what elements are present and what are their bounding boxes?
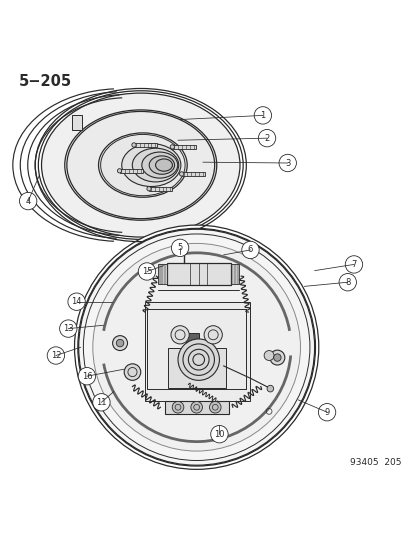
Text: 12: 12 — [50, 351, 61, 360]
Ellipse shape — [98, 133, 187, 197]
Text: 2: 2 — [264, 134, 269, 143]
Circle shape — [112, 336, 127, 351]
Bar — [119, 169, 142, 173]
Circle shape — [78, 368, 95, 385]
Circle shape — [209, 401, 221, 413]
Bar — [230, 264, 239, 284]
Bar — [164, 401, 228, 414]
Ellipse shape — [132, 148, 178, 182]
Circle shape — [171, 239, 188, 256]
Ellipse shape — [149, 156, 174, 174]
Text: 13: 13 — [63, 324, 74, 333]
Text: 5−205: 5−205 — [19, 74, 71, 89]
Circle shape — [124, 364, 140, 381]
Bar — [149, 187, 172, 191]
Bar — [134, 143, 157, 147]
Circle shape — [74, 225, 318, 470]
Circle shape — [318, 403, 335, 421]
Text: 11: 11 — [96, 398, 107, 407]
Circle shape — [269, 350, 284, 365]
Text: 9: 9 — [324, 408, 329, 417]
Text: 6: 6 — [247, 245, 252, 254]
Circle shape — [241, 241, 259, 259]
Text: 93405  205: 93405 205 — [349, 458, 401, 467]
Circle shape — [263, 351, 273, 360]
Circle shape — [172, 401, 183, 413]
Bar — [172, 145, 195, 149]
Ellipse shape — [155, 159, 172, 171]
Circle shape — [278, 155, 296, 172]
Circle shape — [170, 145, 174, 149]
Text: 3: 3 — [285, 158, 290, 167]
Bar — [166, 263, 230, 286]
Circle shape — [147, 187, 151, 191]
Circle shape — [19, 192, 37, 210]
Circle shape — [258, 130, 275, 147]
Text: 8: 8 — [344, 278, 349, 287]
Bar — [158, 264, 166, 284]
Text: 5: 5 — [177, 244, 182, 252]
Circle shape — [93, 393, 110, 411]
Circle shape — [190, 401, 202, 413]
Circle shape — [204, 326, 222, 344]
Circle shape — [273, 354, 280, 361]
Circle shape — [179, 172, 183, 176]
Text: 10: 10 — [214, 430, 224, 439]
Text: 14: 14 — [71, 297, 82, 306]
Ellipse shape — [142, 152, 177, 178]
Circle shape — [68, 293, 85, 310]
Circle shape — [78, 229, 314, 465]
Bar — [181, 172, 204, 176]
Circle shape — [178, 339, 219, 381]
Text: 1: 1 — [260, 111, 265, 120]
Circle shape — [344, 256, 362, 273]
Text: 15: 15 — [141, 267, 152, 276]
Circle shape — [210, 425, 228, 443]
Circle shape — [254, 107, 271, 124]
Bar — [145, 302, 250, 401]
Circle shape — [266, 385, 273, 392]
Circle shape — [117, 168, 121, 173]
Circle shape — [93, 244, 300, 451]
Text: 7: 7 — [351, 260, 356, 269]
Text: 16: 16 — [81, 372, 92, 381]
Circle shape — [138, 263, 155, 280]
Circle shape — [59, 320, 77, 337]
Ellipse shape — [64, 110, 216, 220]
Ellipse shape — [121, 143, 180, 187]
Text: 4: 4 — [26, 197, 31, 206]
Bar — [167, 348, 225, 387]
FancyBboxPatch shape — [72, 116, 82, 131]
Bar — [186, 333, 198, 345]
Circle shape — [47, 347, 64, 364]
Circle shape — [171, 326, 189, 344]
Ellipse shape — [41, 93, 240, 237]
Circle shape — [116, 340, 123, 347]
Circle shape — [131, 143, 136, 147]
Circle shape — [338, 273, 356, 291]
